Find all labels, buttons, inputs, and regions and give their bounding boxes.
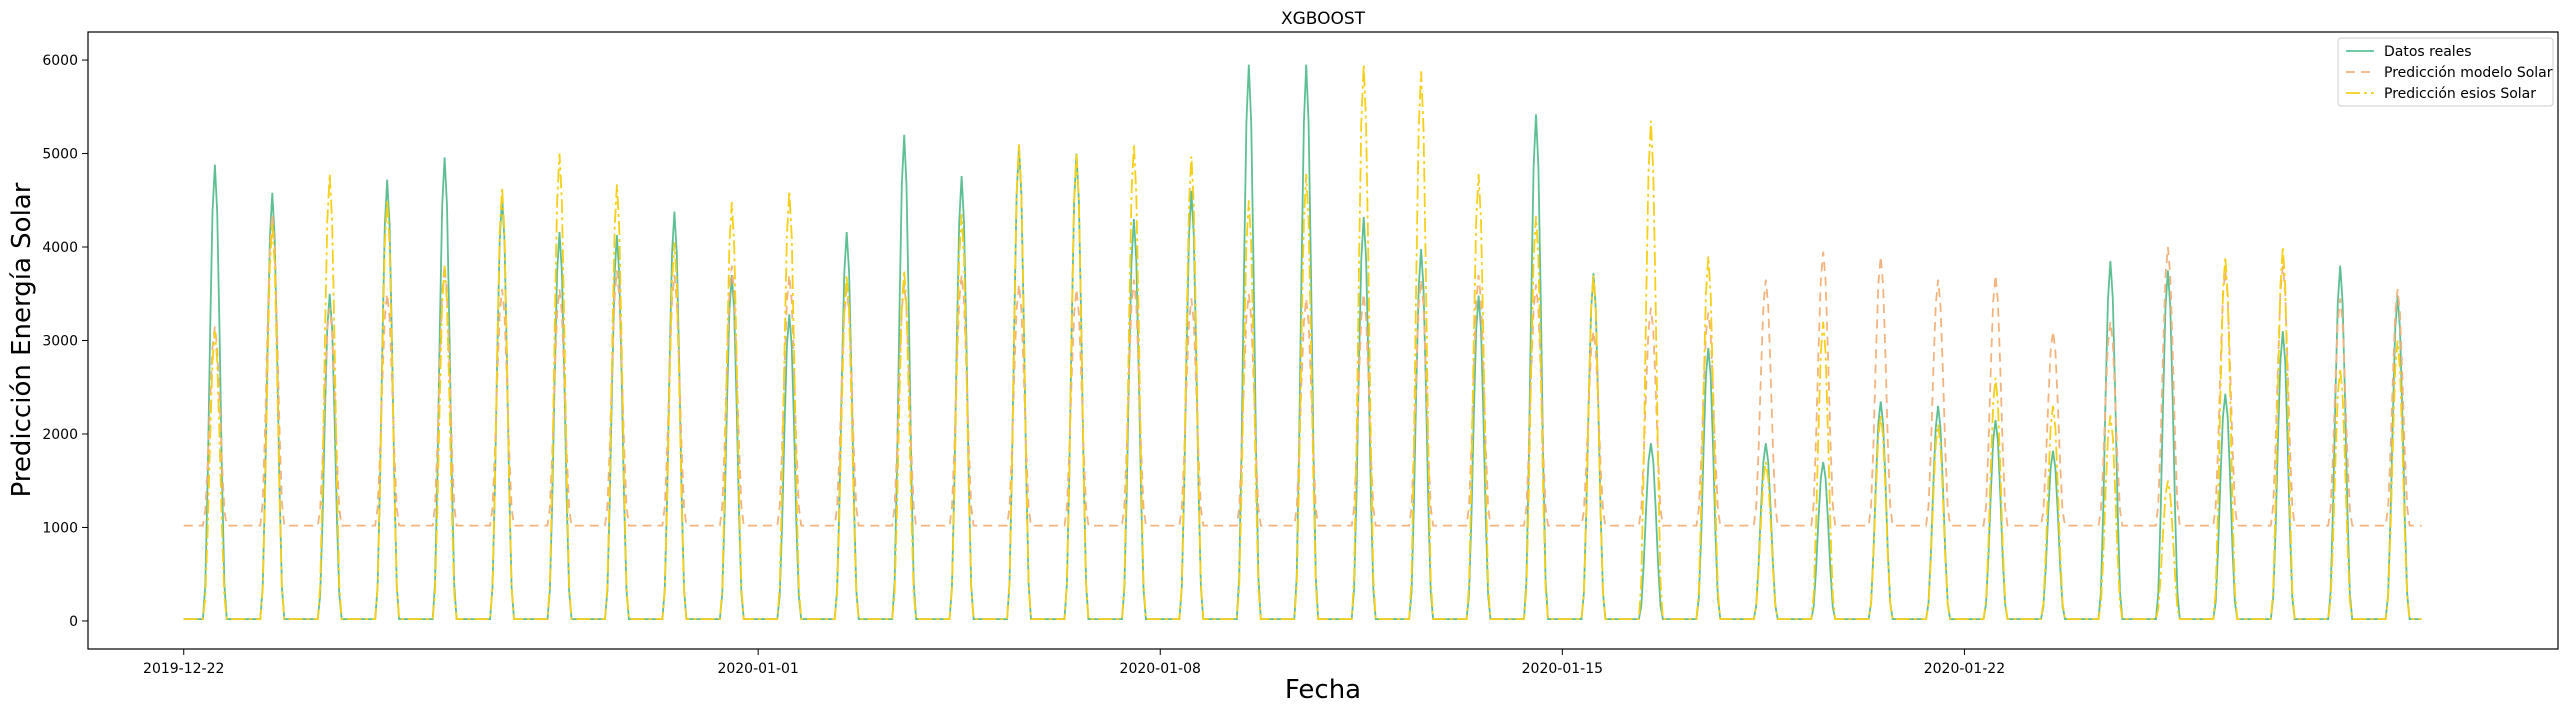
plot-frame	[87, 31, 2559, 650]
y-tick-label: 5000	[42, 147, 78, 163]
legend-label-datos-reales: Datos reales	[2384, 44, 2472, 60]
legend-label-prediccion-modelo: Predicción modelo Solar	[2384, 65, 2553, 81]
series-line-1	[183, 214, 2422, 527]
legend-frame	[2337, 37, 2554, 107]
y-axis: 0 1000 2000 3000 4000 5000 6000	[42, 53, 88, 630]
chart-title: XGBOOST	[1281, 9, 1366, 29]
y-tick-label: 4000	[42, 240, 78, 256]
legend: Datos reales Predicción modelo Solar Pre…	[2337, 37, 2554, 107]
series-line-2	[183, 64, 2422, 620]
y-axis-title: Predicción Energía Solar	[7, 182, 37, 497]
x-axis-title: Fecha	[1285, 675, 1361, 705]
legend-label-prediccion-esios: Predicción esios Solar	[2384, 86, 2536, 102]
y-tick-label: 0	[69, 614, 78, 630]
x-tick-label: 2020-01-15	[1522, 661, 1603, 677]
y-tick-label: 3000	[42, 334, 78, 350]
y-tick-label: 1000	[42, 520, 78, 536]
y-tick-label: 6000	[42, 53, 78, 69]
x-axis: 2019-12-22 2020-01-01 2020-01-08 2020-01-15…	[143, 649, 2005, 677]
series-line-0	[183, 64, 2422, 620]
x-tick-label: 2020-01-01	[717, 661, 798, 677]
y-tick-label: 2000	[42, 427, 78, 443]
x-tick-label: 2020-01-08	[1120, 661, 1201, 677]
x-tick-label: 2019-12-22	[143, 661, 224, 677]
x-tick-label: 2020-01-22	[1924, 661, 2005, 677]
